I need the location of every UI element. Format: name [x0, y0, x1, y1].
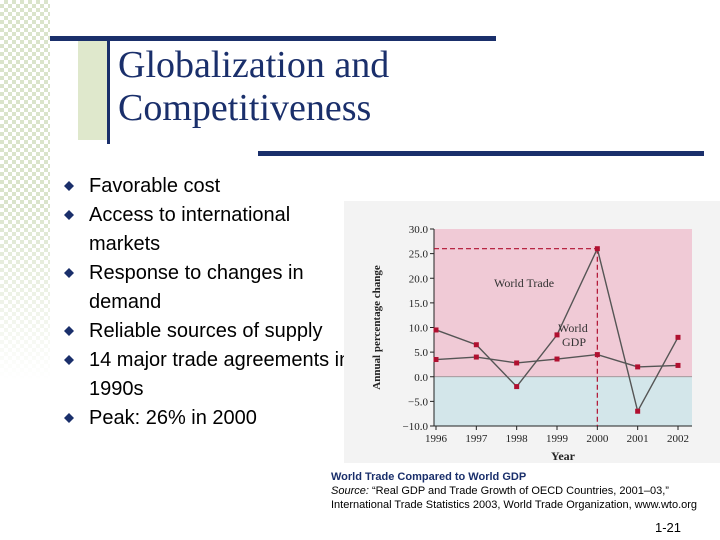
world-gdp-point — [514, 360, 520, 366]
page-number: 1-21 — [655, 520, 682, 535]
bullet-text: Access to international markets — [89, 204, 291, 255]
bullet-text: Response to changes in demand — [89, 262, 304, 313]
plot-bg-negative — [434, 376, 692, 426]
y-tick-label: 5.0 — [414, 347, 428, 359]
x-tick-label: 1999 — [546, 433, 569, 445]
world-trade-point — [554, 332, 560, 338]
bullet-item: 14 major trade agreements in 1990s — [64, 346, 354, 404]
bullet-item: Favorable cost — [64, 172, 354, 201]
world-trade-point — [473, 342, 479, 348]
caption-body: Source: “Real GDP and Trade Growth of OE… — [331, 485, 697, 511]
x-tick-label: 2002 — [667, 433, 689, 445]
world-gdp-point — [433, 357, 439, 363]
x-tick-label: 1997 — [465, 433, 488, 445]
title-shade-block — [78, 40, 108, 140]
world-gdp-point — [554, 356, 560, 362]
bullet-item: Response to changes in demand — [64, 259, 354, 317]
series-label-world-trade: World Trade — [494, 276, 554, 290]
world-trade-point — [675, 334, 681, 340]
bullet-text: 14 major trade agreements in 1990s — [89, 349, 351, 400]
title-rule-bottom — [258, 151, 704, 156]
diamond-bullet-icon — [64, 355, 74, 365]
diamond-bullet-icon — [64, 210, 74, 220]
y-tick-label: 0.0 — [414, 372, 428, 384]
title-rule-top — [50, 36, 496, 41]
y-tick-label: 30.0 — [409, 224, 429, 236]
bullet-text: Reliable sources of supply — [89, 320, 323, 342]
diamond-bullet-icon — [64, 181, 74, 191]
y-tick-label: −10.0 — [403, 421, 429, 433]
y-tick-label: −5.0 — [408, 396, 428, 408]
y-tick-label: 20.0 — [409, 273, 429, 285]
y-tick-label: 15.0 — [409, 298, 429, 310]
y-axis-title: Annual percentage change — [371, 265, 383, 390]
series-label-world-gdp-line1: World — [558, 321, 588, 335]
world-trade-point — [635, 408, 641, 414]
bullet-text: Favorable cost — [89, 175, 221, 197]
figure-caption: World Trade Compared to World GDP Source… — [331, 470, 716, 512]
diamond-bullet-icon — [64, 326, 74, 336]
series-label-world-gdp-line2: GDP — [562, 335, 586, 349]
chart-panel: 30.0 25.0 20.0 15.0 10.0 5.0 0.0 −5.0 −10.0 1996 1… — [344, 201, 720, 463]
x-tick-label: 1996 — [425, 433, 448, 445]
world-gdp-point — [594, 352, 600, 358]
bullet-item: Access to international markets — [64, 201, 354, 259]
title-rule-left — [107, 36, 110, 144]
world-gdp-point — [675, 362, 681, 368]
world-gdp-point — [635, 364, 641, 370]
diamond-bullet-icon — [64, 268, 74, 278]
bullet-item: Reliable sources of supply — [64, 317, 354, 346]
caption-title: World Trade Compared to World GDP — [331, 471, 527, 483]
slide-title: Globalization and Competitiveness — [118, 44, 389, 130]
bullet-item: Peak: 26% in 2000 — [64, 404, 354, 433]
plot-bg-positive — [434, 229, 692, 377]
y-tick-label: 10.0 — [409, 323, 429, 335]
caption-source-text: “Real GDP and Trade Growth of OECD Count… — [331, 485, 698, 511]
slide-title-line-1: Globalization and — [118, 44, 390, 86]
y-tick-label: 25.0 — [409, 249, 429, 261]
checker-fade — [0, 200, 50, 380]
x-tick-label: 2000 — [586, 433, 609, 445]
world-trade-point — [433, 327, 439, 333]
world-gdp-point — [473, 354, 479, 360]
bullet-text: Peak: 26% in 2000 — [89, 407, 257, 429]
diamond-bullet-icon — [64, 413, 74, 423]
slide-title-line-2: Competitiveness — [118, 87, 372, 129]
bullet-list: Favorable cost Access to international m… — [64, 172, 354, 433]
x-tick-label: 1998 — [506, 433, 529, 445]
world-trade-point — [594, 246, 600, 252]
world-trade-point — [514, 384, 520, 390]
caption-source-label: Source: — [331, 485, 369, 497]
x-axis-title: Year — [551, 449, 576, 463]
x-tick-label: 2001 — [627, 433, 649, 445]
